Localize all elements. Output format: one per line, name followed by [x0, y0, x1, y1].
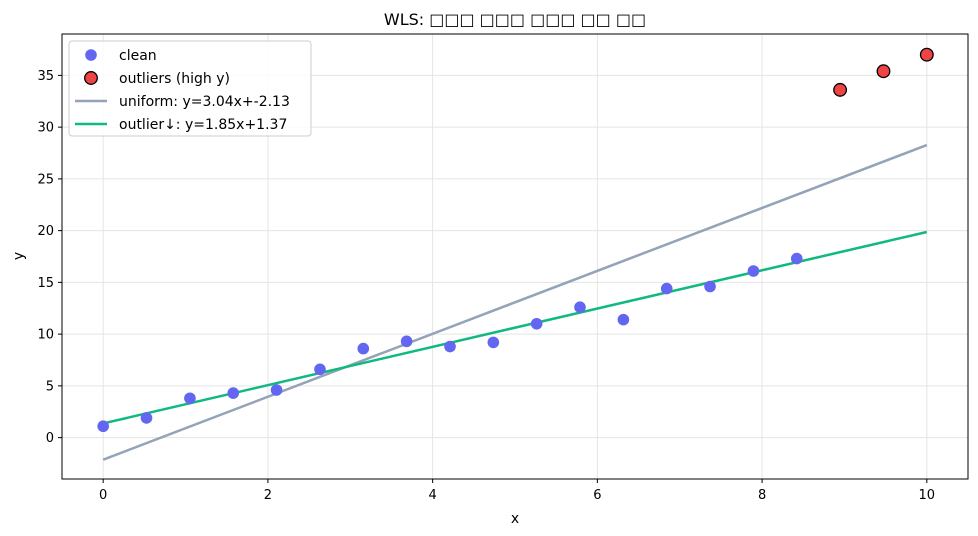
y-tick-label: 15	[37, 276, 54, 291]
clean-point	[530, 317, 543, 330]
legend-label-3: outlier↓: y=1.85x+1.37	[119, 117, 287, 133]
clean-point	[790, 252, 803, 265]
legend-marker-1	[84, 71, 98, 85]
fit-line-3	[102, 230, 928, 425]
y-tick-label: 25	[37, 172, 54, 187]
x-axis-label: x	[511, 511, 519, 527]
x-tick-label: 2	[264, 488, 272, 503]
data-points	[97, 47, 934, 433]
chart-title: WLS: □□□ □□□ □□□ □□ □□	[384, 10, 646, 29]
clean-point	[97, 420, 109, 433]
clean-point	[314, 363, 326, 376]
clean-point	[660, 282, 673, 295]
x-tick-label: 4	[428, 488, 436, 503]
y-axis-label: y	[11, 252, 27, 260]
clean-point	[574, 301, 586, 314]
y-tick-label: 10	[37, 328, 54, 343]
clean-point	[184, 392, 196, 405]
fit-lines	[102, 143, 928, 461]
x-tick-label: 0	[99, 488, 107, 503]
x-tick-label: 8	[758, 488, 766, 503]
legend: clean outliers (high y) uniform: y=3.04x+-…	[68, 40, 312, 137]
clean-point	[487, 336, 500, 349]
clean-point	[140, 412, 153, 424]
grid	[62, 34, 968, 479]
clean-point	[747, 265, 760, 277]
fit-line-2	[102, 143, 928, 461]
legend-label-2: uniform: y=3.04x+-2.13	[119, 94, 290, 110]
x-tick-label: 6	[593, 488, 601, 503]
plot-frame	[61, 33, 969, 480]
clean-point	[357, 342, 370, 355]
clean-point	[400, 335, 413, 348]
y-tick-label: 0	[46, 431, 54, 446]
legend-box	[68, 40, 312, 137]
clean-point	[704, 280, 716, 293]
clean-point	[227, 387, 240, 399]
axis-ticks: 0 2 4 6 8 10 0 5 10 15 20 25 30 35	[37, 69, 935, 503]
legend-label-1: outliers (high y)	[119, 71, 230, 87]
clean-point	[617, 313, 630, 326]
outlier-point	[876, 64, 891, 79]
outlier-point	[833, 82, 848, 97]
clean-point	[270, 384, 283, 396]
y-tick-label: 35	[37, 69, 54, 84]
outlier-point	[919, 47, 934, 62]
legend-label-0: clean	[119, 48, 157, 64]
y-tick-label: 5	[46, 379, 54, 394]
clean-point	[444, 340, 456, 353]
y-tick-label: 20	[37, 224, 54, 239]
x-tick-label: 10	[919, 488, 936, 503]
legend-marker-0	[85, 49, 97, 61]
y-tick-label: 30	[37, 121, 54, 136]
